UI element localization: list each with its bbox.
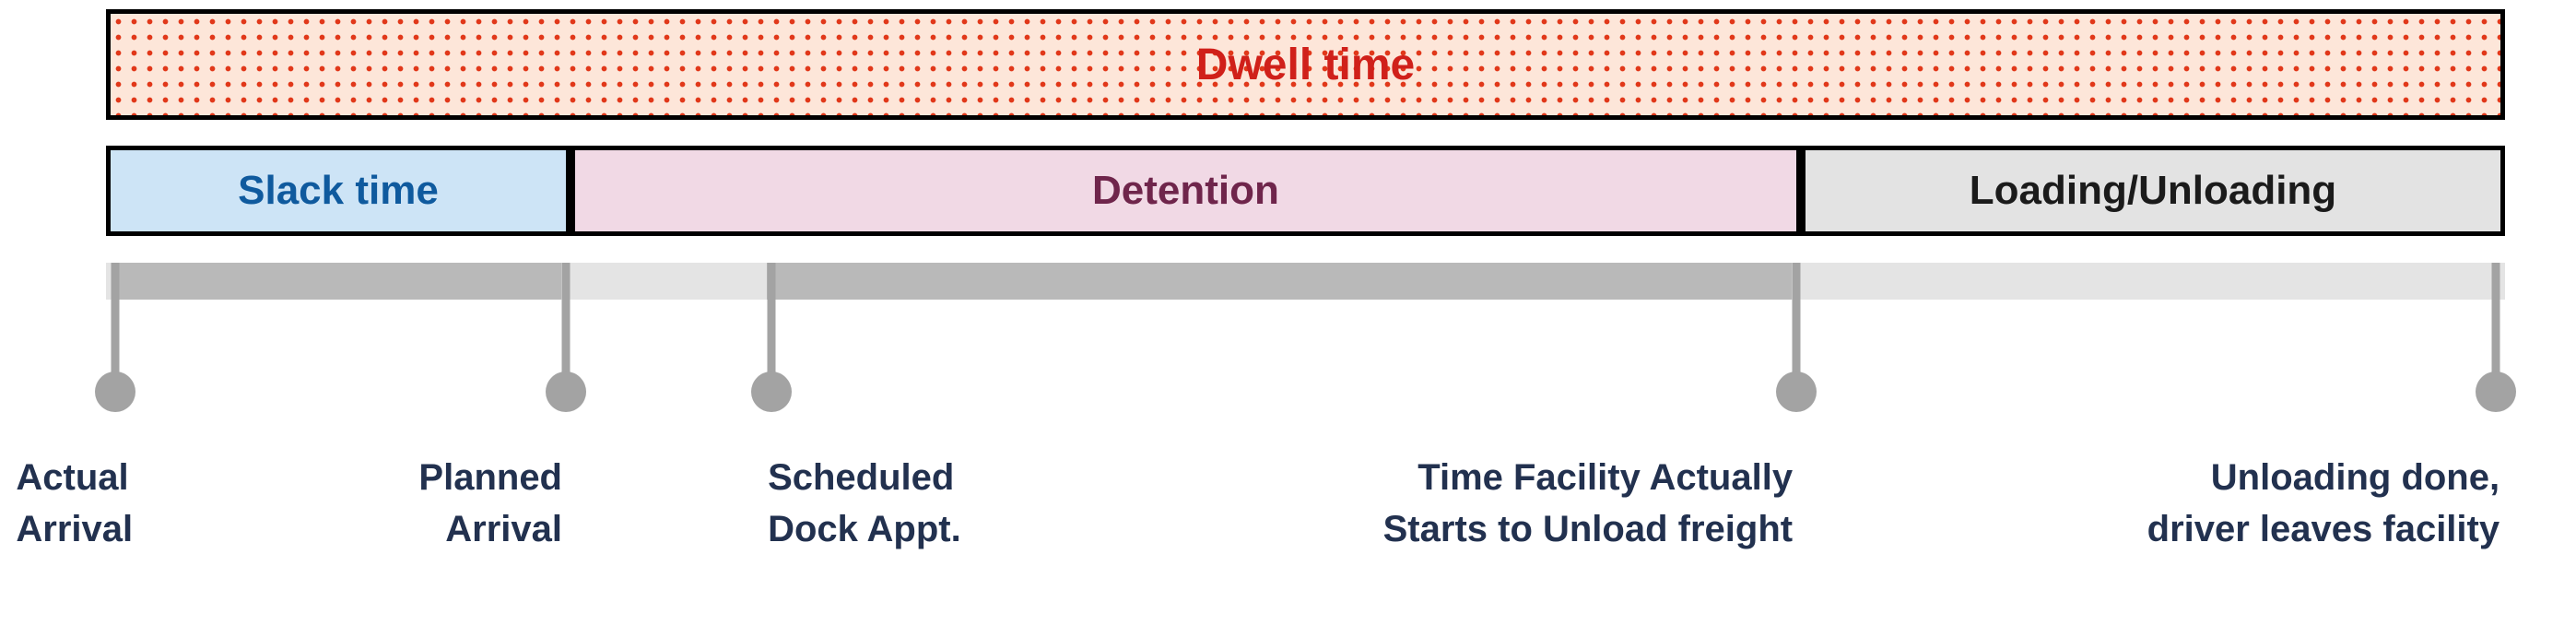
track-segment-1 (767, 263, 1792, 300)
phase-bar-slack: Slack time (106, 146, 570, 236)
tick-label-actual_arrival: Actual Arrival (16, 452, 133, 555)
phase-label-loading: Loading/Unloading (1970, 168, 2336, 214)
tick-label-dock_appt: Scheduled Dock Appt. (768, 452, 961, 555)
tick-dot (751, 371, 792, 412)
dwell-time-bar: Dwell time (106, 9, 2505, 120)
tick-dot (1776, 371, 1817, 412)
tick-dot (2476, 371, 2516, 412)
phase-bar-detent: Detention (570, 146, 1801, 236)
dwell-time-diagram: Dwell time Slack time Detention Loading/Un… (0, 0, 2576, 625)
tick-label-planned_arrival: Planned Arrival (418, 452, 562, 555)
tick-label-unload_start: Time Facility Actually Starts to Unload … (1383, 452, 1793, 555)
tick-dot (95, 371, 135, 412)
phase-bar-loading: Loading/Unloading (1801, 146, 2505, 236)
tick-label-leave: Unloading done, driver leaves facility (2147, 452, 2500, 555)
dwell-time-label: Dwell time (1196, 40, 1415, 90)
phase-label-detent: Detention (1092, 168, 1279, 214)
tick-dot (546, 371, 586, 412)
track-segment-0 (115, 263, 561, 300)
phase-label-slack: Slack time (238, 168, 439, 214)
